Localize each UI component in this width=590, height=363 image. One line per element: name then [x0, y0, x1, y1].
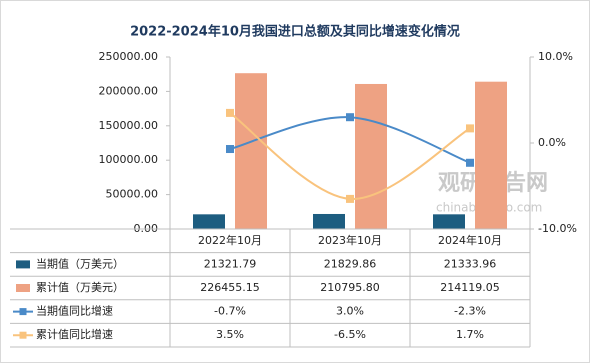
table-value: 214119.05 [440, 281, 500, 294]
line-marker [346, 194, 354, 203]
table-value: 21829.86 [324, 257, 377, 270]
bar [313, 213, 345, 229]
x-tick-label: 2022年10月 [198, 233, 262, 247]
y2-tick-label: 10.0% [538, 50, 573, 63]
table-value: -2.3% [454, 305, 486, 318]
bar [235, 73, 267, 230]
bar [475, 81, 507, 229]
legend-key [16, 260, 30, 269]
legend-label: 累计值同比增速 [36, 327, 113, 341]
y2-tick-label: 0.0% [538, 136, 566, 149]
legend-key [19, 331, 27, 339]
table-value: 3.0% [336, 305, 364, 318]
table-value: 210795.80 [320, 281, 380, 294]
bar [355, 83, 387, 229]
y-tick-label: 50000.00 [106, 188, 159, 201]
table-value: 21321.79 [204, 257, 257, 270]
line-marker [346, 113, 354, 122]
y-tick-label: 100000.00 [99, 153, 159, 166]
line-marker [466, 124, 474, 133]
y-tick-label: 200000.00 [99, 84, 159, 97]
legend-key [19, 308, 27, 316]
line-marker [226, 108, 234, 117]
legend-label: 当期值同比增速 [36, 304, 113, 318]
legend-label: 当期值（万美元） [36, 256, 124, 270]
table-value: 226455.15 [200, 281, 260, 294]
bar [433, 214, 465, 229]
table-value: 21333.96 [444, 257, 497, 270]
y-tick-label: 150000.00 [99, 119, 159, 132]
table-value: 3.5% [216, 328, 244, 341]
bar [193, 214, 225, 229]
line-marker [466, 158, 474, 167]
legend-label: 累计值（万美元） [36, 281, 124, 294]
legend-key [16, 284, 30, 292]
table-value: 1.7% [456, 328, 484, 341]
x-tick-label: 2023年10月 [318, 233, 382, 247]
table-value: -0.7% [214, 305, 246, 318]
y-tick-label: 250000.00 [99, 50, 159, 63]
table-value: -6.5% [334, 328, 366, 341]
chart-title: 2022-2024年10月我国进口总额及其同比增速变化情况 [130, 24, 460, 40]
x-tick-label: 2024年10月 [438, 233, 502, 247]
line-marker [226, 145, 234, 154]
y2-tick-label: -10.0% [538, 222, 577, 235]
